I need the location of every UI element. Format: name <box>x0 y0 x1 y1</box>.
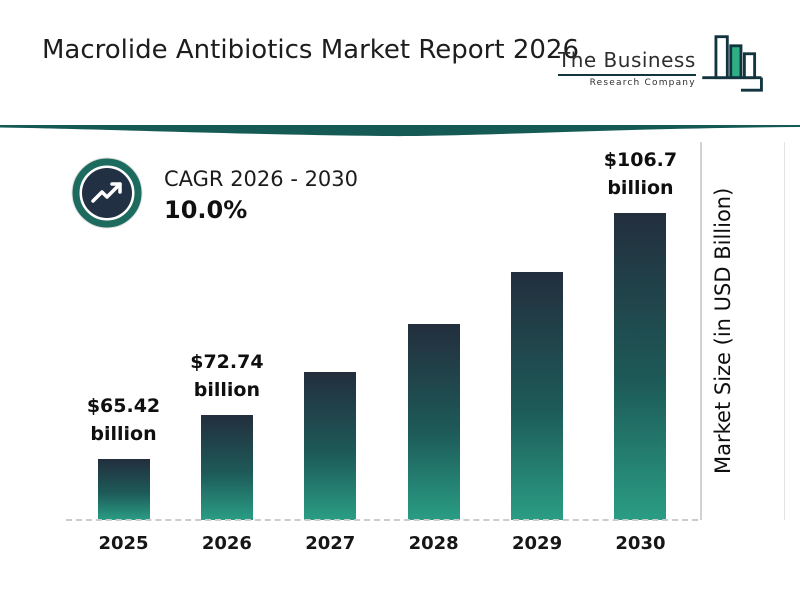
bar-chart-logo-icon <box>700 34 766 98</box>
company-logo-text: The Business Research Company <box>558 40 696 88</box>
bar-value-label-2025: $65.42 billion <box>86 395 161 445</box>
bar-column-2030: $106.7 billion <box>589 140 692 520</box>
bar-column-2025: $65.42 billion <box>72 140 175 520</box>
bar-column-2028 <box>382 140 485 520</box>
x-axis-labels: 2025 2026 2027 2028 2029 2030 <box>72 533 692 554</box>
x-axis-label-2029: 2029 <box>512 533 563 554</box>
growth-trend-icon <box>70 156 144 234</box>
bar-2030 <box>614 213 667 520</box>
bar-column-2026: $72.74 billion <box>175 140 278 520</box>
x-axis-label-2028: 2028 <box>408 533 459 554</box>
bar-value-label-2030: $106.7 billion <box>603 149 678 199</box>
bar-column-2029 <box>486 140 589 520</box>
bar-2026 <box>200 415 253 520</box>
x-axis-label-2025: 2025 <box>98 533 149 554</box>
divider-line <box>0 125 800 137</box>
x-axis-label-2026: 2026 <box>201 533 252 554</box>
company-logo: The Business Research Company <box>558 35 766 98</box>
cagr-label: CAGR 2026 - 2030 <box>164 166 359 191</box>
bar-2029 <box>511 272 564 520</box>
bar-chart: $65.42 billion $72.74 billion $106.7 billion <box>72 140 692 520</box>
x-axis-baseline <box>66 519 698 521</box>
bar-2025 <box>97 459 150 520</box>
bar-2027 <box>304 372 357 520</box>
cagr-value: 10.0% <box>164 195 248 224</box>
x-axis-label-2030: 2030 <box>615 533 666 554</box>
y-axis-line <box>700 142 702 520</box>
logo-line1: The Business <box>558 48 696 76</box>
bar-column-2027 <box>279 140 382 520</box>
x-axis-label-2027: 2027 <box>305 533 356 554</box>
y-axis-title: Market Size (in USD Billion) <box>711 187 735 475</box>
cagr-text: CAGR 2026 - 2030 10.0% <box>164 167 358 224</box>
bar-value-label-2026: $72.74 billion <box>190 351 264 401</box>
bar-2028 <box>407 324 460 520</box>
page-title: Macrolide Antibiotics Market Report 2026 <box>42 35 579 65</box>
cagr-block: CAGR 2026 - 2030 10.0% <box>70 156 358 234</box>
chart-right-border <box>784 142 785 520</box>
logo-line2: Research Company <box>589 78 696 88</box>
